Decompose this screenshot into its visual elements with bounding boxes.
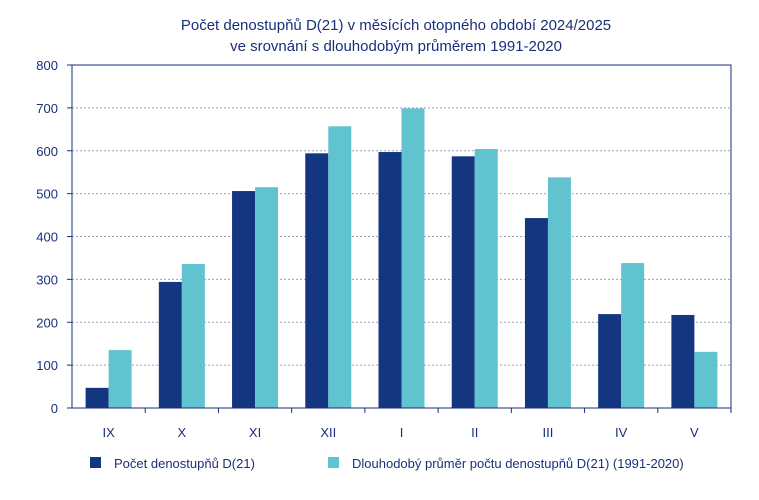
y-tick-label: 700	[36, 101, 58, 116]
bar-actual-III	[524, 218, 548, 408]
x-tick-label: III	[543, 425, 554, 440]
y-tick-label: 0	[51, 401, 58, 416]
x-tick-label: IV	[615, 425, 628, 440]
y-tick-label: 100	[36, 358, 58, 373]
bar-average-IX	[108, 350, 132, 408]
bar-actual-XII	[305, 153, 329, 408]
legend-label: Počet denostupňů D(21)	[114, 456, 255, 471]
y-tick-label: 500	[36, 187, 58, 202]
bar-average-V	[694, 351, 718, 408]
bar-average-I	[401, 108, 425, 409]
bar-actual-IV	[598, 314, 622, 408]
bar-average-XII	[328, 126, 352, 408]
bar-actual-IX	[85, 387, 109, 408]
bar-actual-V	[671, 314, 695, 408]
bar-actual-I	[378, 152, 402, 408]
x-tick-label: X	[177, 425, 186, 440]
x-tick-label: V	[690, 425, 699, 440]
y-tick-label: 800	[36, 58, 58, 73]
x-tick-label: XII	[320, 425, 336, 440]
chart-title-line2: ve srovnání s dlouhodobým průměrem 1991-…	[230, 38, 562, 55]
y-tick-label: 300	[36, 272, 58, 287]
chart-title-line1: Počet denostupňů D(21) v měsících otopné…	[181, 17, 611, 34]
legend-swatch	[328, 457, 339, 468]
bar-actual-II	[451, 156, 475, 408]
x-tick-label: XI	[249, 425, 261, 440]
bar-average-XI	[255, 187, 279, 408]
y-tick-label: 400	[36, 230, 58, 245]
legend-swatch	[90, 457, 101, 468]
legend-label: Dlouhodobý průměr počtu denostupňů D(21)…	[352, 456, 684, 471]
bar-average-IV	[621, 263, 645, 408]
y-tick-label: 200	[36, 315, 58, 330]
x-tick-label: II	[471, 425, 478, 440]
bar-average-X	[181, 263, 205, 408]
bar-average-III	[547, 177, 571, 408]
x-tick-label: IX	[102, 425, 115, 440]
plot-frame	[71, 64, 732, 409]
y-tick-label: 600	[36, 144, 58, 159]
x-tick-label: I	[400, 425, 404, 440]
bar-average-II	[474, 149, 498, 408]
bar-actual-X	[158, 281, 182, 408]
bar-actual-XI	[232, 191, 256, 408]
